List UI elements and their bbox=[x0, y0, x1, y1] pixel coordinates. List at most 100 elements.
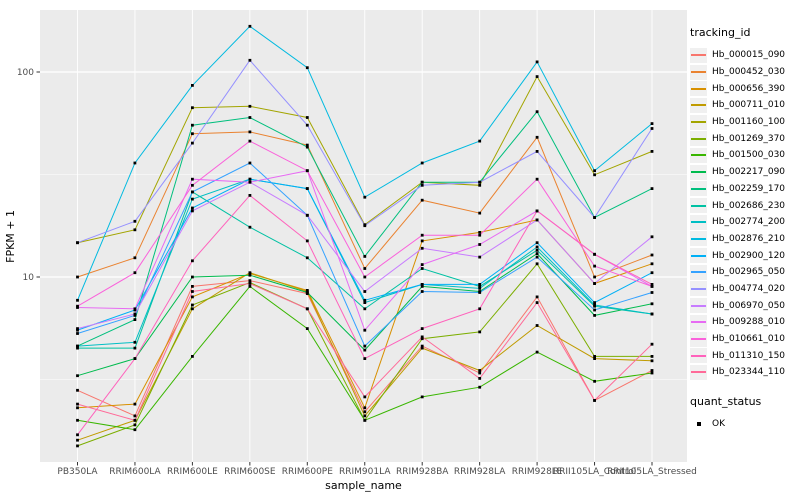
legend-item-label: Hb_010661_010 bbox=[712, 334, 786, 345]
data-point bbox=[248, 139, 252, 143]
data-point bbox=[363, 224, 367, 228]
legend-item: Hb_001269_370 bbox=[690, 130, 800, 147]
line-swatch-icon bbox=[691, 237, 706, 240]
data-point bbox=[305, 307, 309, 311]
point-swatch-icon bbox=[696, 422, 701, 427]
data-point bbox=[535, 245, 539, 249]
data-point bbox=[420, 180, 424, 184]
data-point bbox=[593, 308, 596, 312]
data-point bbox=[133, 340, 137, 344]
data-point bbox=[478, 385, 482, 389]
data-point bbox=[420, 239, 424, 243]
data-point bbox=[133, 428, 137, 432]
legend-item-label: Hb_002259_170 bbox=[712, 183, 786, 194]
data-point bbox=[420, 285, 424, 288]
data-point bbox=[593, 399, 596, 402]
legend-key bbox=[690, 64, 707, 80]
data-point bbox=[248, 180, 252, 184]
line-swatch-icon bbox=[691, 271, 706, 274]
legend-item-label: Hb_002686_230 bbox=[712, 200, 786, 211]
x-tick-label: RRIM600SE bbox=[224, 467, 276, 477]
data-point bbox=[650, 262, 654, 266]
data-point bbox=[593, 314, 596, 317]
data-point bbox=[363, 328, 367, 332]
data-point bbox=[248, 130, 252, 134]
data-point bbox=[420, 337, 424, 341]
legend-item: Hb_000452_030 bbox=[690, 64, 800, 81]
data-point bbox=[305, 327, 309, 330]
data-point bbox=[191, 307, 194, 311]
legend-item: Hb_004774_020 bbox=[690, 281, 800, 298]
data-point bbox=[420, 335, 424, 339]
data-point bbox=[133, 256, 137, 260]
data-point bbox=[478, 369, 482, 372]
legend-item-label: Hb_002774_200 bbox=[712, 217, 786, 228]
data-point bbox=[535, 218, 539, 222]
data-point bbox=[133, 414, 137, 418]
data-point bbox=[248, 271, 252, 275]
legend-item: Hb_002774_200 bbox=[690, 214, 800, 231]
x-tick-label: RRIM600PE bbox=[282, 467, 334, 477]
data-point bbox=[650, 302, 654, 306]
legend-item-label: Hb_001500_030 bbox=[712, 150, 786, 161]
y-tick-label: 10 bbox=[23, 273, 35, 283]
x-tick-label: RRII105LA_Control bbox=[553, 467, 636, 477]
data-point bbox=[305, 145, 309, 149]
data-point bbox=[248, 279, 252, 282]
legend-item: Hb_002259_170 bbox=[690, 181, 800, 198]
data-point bbox=[363, 414, 367, 418]
data-point bbox=[650, 285, 654, 288]
line-swatch-icon bbox=[691, 371, 706, 374]
x-tick-label: RRIM901LA bbox=[339, 467, 391, 477]
legend-item-ok: OK bbox=[690, 416, 800, 433]
data-point bbox=[76, 327, 79, 330]
legend-item-label: Hb_001269_370 bbox=[712, 133, 786, 144]
data-point bbox=[133, 219, 137, 223]
line-swatch-icon bbox=[691, 71, 706, 74]
data-point bbox=[650, 127, 654, 130]
line-swatch-icon bbox=[691, 354, 706, 357]
legend-key bbox=[690, 364, 707, 380]
x-tick-label: RRIM928LE bbox=[512, 467, 563, 477]
legend-item-label: Hb_000015_090 bbox=[712, 50, 786, 61]
legend-key bbox=[690, 47, 707, 63]
line-swatch-icon bbox=[691, 171, 706, 174]
data-point bbox=[191, 123, 194, 127]
legend-title-quant-status: quant_status bbox=[690, 394, 762, 408]
data-point bbox=[363, 418, 367, 422]
legend-item-label: Hb_002965_050 bbox=[712, 267, 786, 278]
data-point bbox=[650, 369, 654, 372]
data-point bbox=[478, 231, 482, 234]
x-tick-label: RRII105LA_Stressed bbox=[607, 467, 697, 477]
legend-key-ok bbox=[690, 416, 707, 432]
data-point bbox=[133, 402, 137, 406]
data-point bbox=[420, 283, 424, 286]
data-point bbox=[650, 150, 654, 153]
data-point bbox=[248, 273, 252, 277]
legend-key bbox=[690, 214, 707, 230]
y-axis-title-wrap: FPKM + 1 bbox=[4, 10, 17, 462]
legend-key bbox=[690, 331, 707, 347]
legend-key bbox=[690, 97, 707, 113]
legend-item-label: Hb_001160_100 bbox=[712, 117, 786, 128]
data-point bbox=[305, 169, 309, 173]
data-point bbox=[535, 241, 539, 245]
data-point bbox=[363, 344, 367, 348]
data-point bbox=[191, 132, 194, 136]
legend-items: Hb_000015_090 Hb_000452_030 Hb_000656_390 H… bbox=[690, 47, 800, 381]
data-point bbox=[535, 252, 539, 255]
data-point bbox=[305, 187, 309, 190]
legend-item: Hb_002900_120 bbox=[690, 247, 800, 264]
data-point bbox=[305, 116, 309, 119]
data-point bbox=[76, 388, 79, 392]
data-point bbox=[535, 150, 539, 153]
data-point bbox=[593, 264, 596, 268]
legend-item-label: Hb_002217_090 bbox=[712, 167, 786, 178]
data-point bbox=[133, 346, 137, 350]
legend-key bbox=[690, 114, 707, 130]
x-tick-label: RRIM600LA bbox=[109, 467, 161, 477]
line-swatch-icon bbox=[691, 137, 706, 140]
data-point bbox=[593, 355, 596, 358]
